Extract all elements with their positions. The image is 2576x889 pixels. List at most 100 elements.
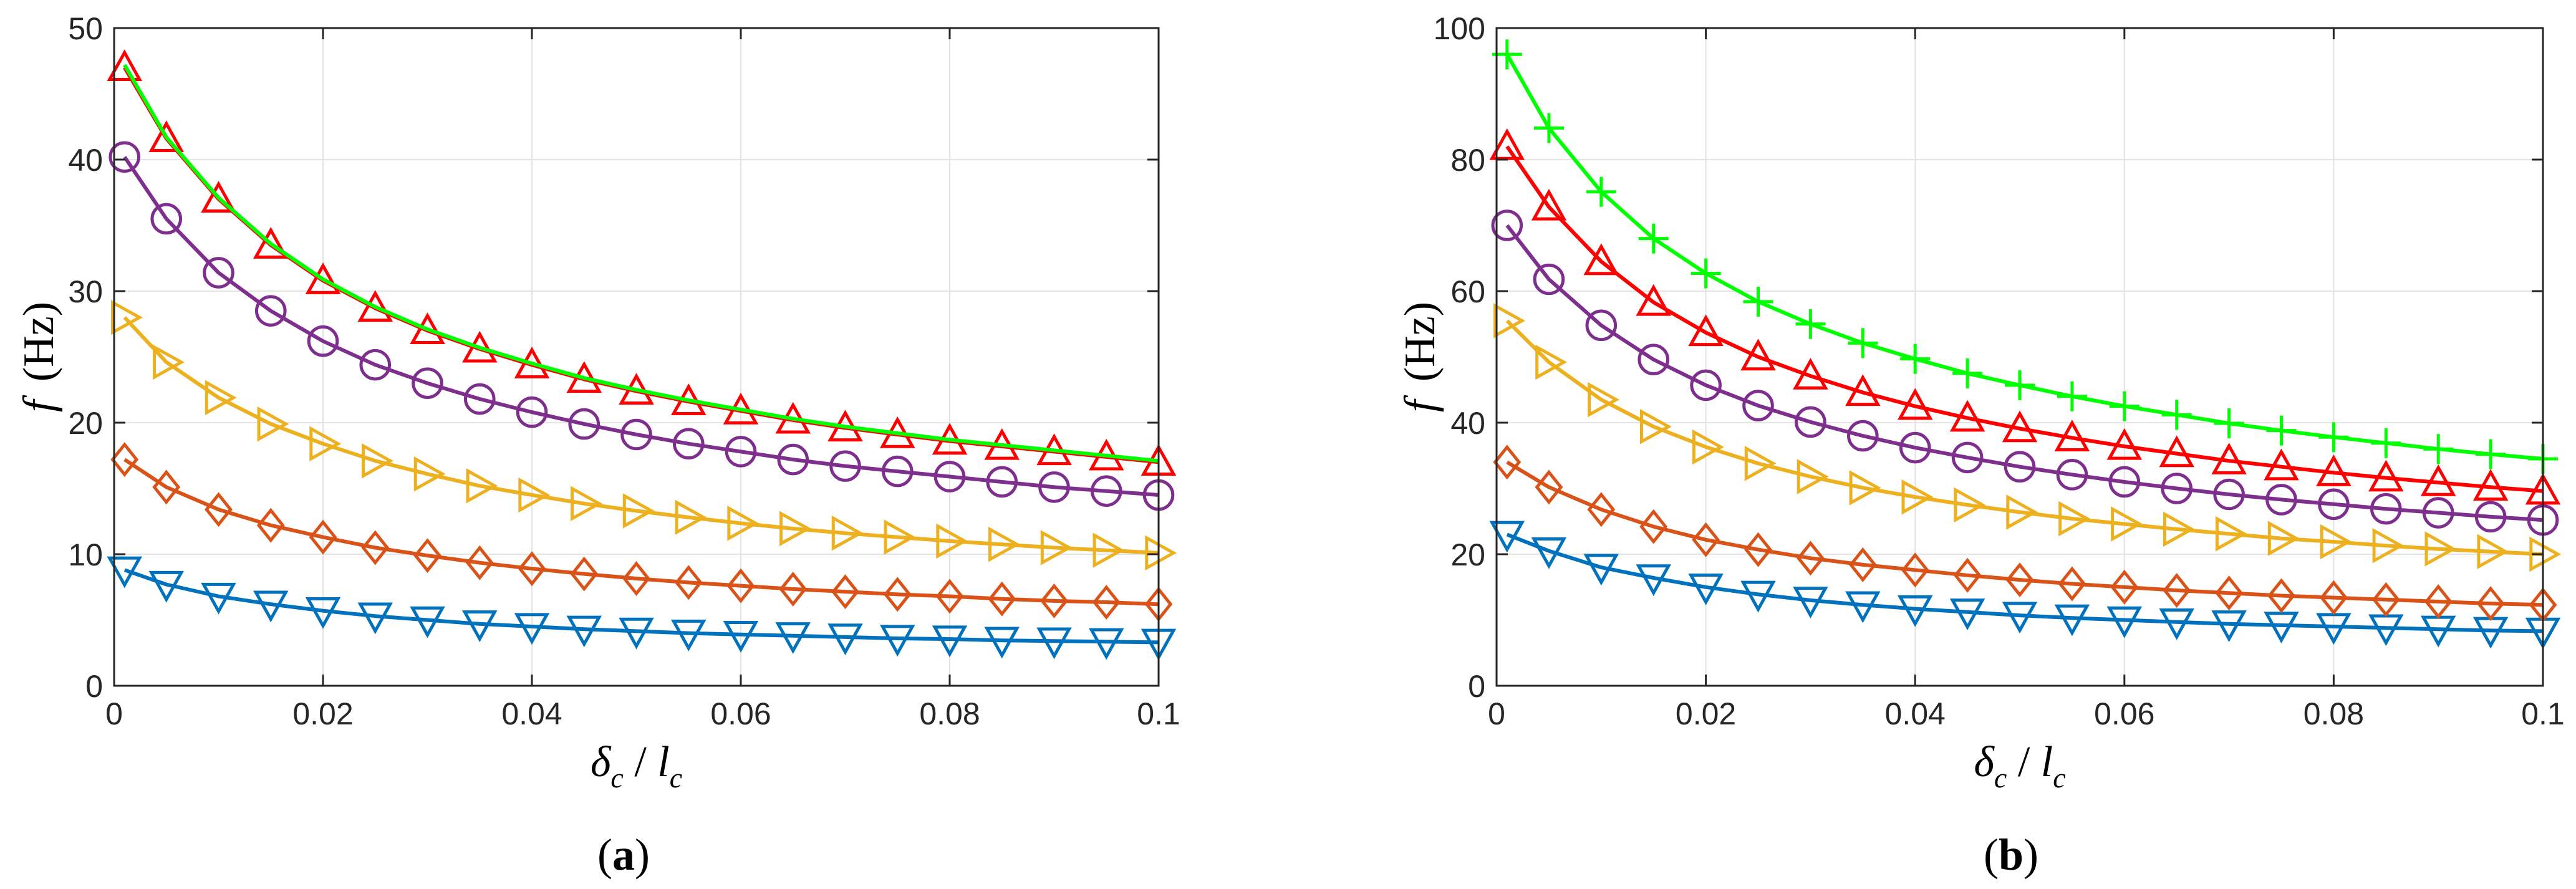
data-point-marker (988, 581, 1016, 617)
data-point-marker (1897, 388, 1933, 420)
y-tick-label: 80 (1450, 143, 1485, 178)
data-point-marker (466, 468, 498, 504)
data-point-marker (2320, 524, 2352, 560)
data-point-marker (671, 619, 707, 651)
data-point-marker (1489, 521, 1525, 553)
data-point-marker (1493, 303, 1525, 339)
data-point-marker (984, 627, 1020, 659)
data-point-marker (1845, 374, 1881, 406)
data-point-marker (153, 344, 185, 380)
x-title-sub: c (610, 762, 623, 794)
data-point-marker (1636, 564, 1671, 597)
data-point-marker (2371, 428, 2401, 458)
data-point-marker (1586, 176, 1616, 207)
series-line (1505, 53, 2544, 461)
data-point-marker (675, 499, 707, 536)
data-point-marker (1040, 530, 1073, 565)
data-point-marker (622, 493, 655, 529)
data-point-marker (410, 606, 445, 638)
series-mode-4 (1491, 209, 2559, 536)
data-point-marker (2058, 501, 2091, 537)
data-point-marker (518, 551, 546, 587)
data-point-marker (309, 519, 337, 555)
data-point-marker (2267, 578, 2295, 613)
data-point-marker (672, 428, 705, 460)
data-point-marker (2161, 473, 2192, 504)
data-point-marker (361, 530, 390, 565)
y-tick-label: 100 (1434, 11, 1485, 46)
data-point-marker (883, 577, 912, 612)
data-point-marker (2265, 484, 2297, 516)
data-point-marker (2002, 410, 2038, 443)
series-line (1506, 460, 2544, 607)
series-layer-b (1489, 39, 2562, 650)
data-point-marker (1145, 535, 1177, 571)
x-axis-title-b: δc / lc (1974, 738, 2065, 794)
data-point-marker (2159, 608, 2194, 640)
data-point-marker (1040, 583, 1068, 618)
axes-box-a (113, 27, 1160, 687)
data-point-marker (152, 469, 181, 505)
data-point-marker (110, 442, 139, 478)
data-point-marker (516, 396, 548, 428)
data-point-marker (1744, 532, 1772, 567)
data-point-marker (1038, 471, 1070, 503)
data-point-marker (2054, 604, 2090, 637)
series-line (123, 568, 1159, 645)
panel-label-letter: a (612, 830, 635, 880)
data-point-marker (362, 443, 393, 479)
y-axis-title-b: f (Hz) (1396, 302, 1444, 412)
data-point-marker (1793, 587, 1828, 618)
data-point-marker (622, 561, 650, 597)
data-point-marker (2370, 493, 2402, 525)
data-point-marker (111, 299, 143, 335)
panel-label-open: ( (1984, 830, 1999, 880)
data-point-marker (2109, 391, 2139, 421)
data-point-marker (2213, 478, 2245, 511)
data-point-marker (2264, 448, 2299, 481)
data-point-marker (1742, 390, 1774, 421)
x-tick-label: 0.08 (919, 696, 980, 731)
data-point-marker (1493, 444, 1522, 480)
data-point-marker (2266, 415, 2297, 446)
data-point-marker (201, 181, 236, 213)
data-point-marker (1583, 243, 1619, 276)
x-tick-label: 0.04 (1885, 696, 1946, 731)
panel-label-a: (a) (597, 830, 650, 880)
data-point-marker (1491, 209, 1523, 241)
data-point-marker (779, 511, 811, 547)
data-point-marker (727, 506, 760, 541)
data-point-marker (463, 383, 496, 415)
data-point-marker (1092, 585, 1121, 620)
data-point-marker (1900, 344, 1931, 374)
data-point-marker (2476, 586, 2505, 622)
data-point-marker (1688, 314, 1724, 347)
data-point-marker (1636, 284, 1671, 316)
data-point-marker (933, 461, 966, 493)
data-point-marker (2529, 536, 2562, 572)
series-mode-3 (1493, 303, 2562, 572)
data-point-marker (205, 380, 237, 416)
data-point-marker (2108, 466, 2141, 498)
series-layer-a (107, 49, 1177, 661)
data-point-marker (2111, 506, 2143, 542)
data-point-marker (253, 590, 289, 623)
series-mode-2 (1493, 444, 2557, 623)
series-mode-4 (109, 141, 1175, 511)
data-point-marker (412, 367, 443, 400)
data-point-marker (309, 426, 342, 462)
panel-label-close: ) (635, 830, 650, 880)
x-tick-label: 0.04 (501, 696, 562, 731)
x-tick-label: 0 (105, 696, 123, 731)
data-point-marker (2163, 573, 2191, 608)
data-point-marker (2110, 569, 2139, 605)
data-point-marker (566, 615, 602, 648)
data-point-marker (2058, 566, 2086, 602)
panel-label-open: ( (597, 830, 612, 880)
x-title-sep: / (2007, 738, 2040, 786)
y-tick-label: 60 (1450, 274, 1485, 309)
data-point-marker (831, 515, 864, 551)
data-point-marker (1743, 286, 1773, 317)
